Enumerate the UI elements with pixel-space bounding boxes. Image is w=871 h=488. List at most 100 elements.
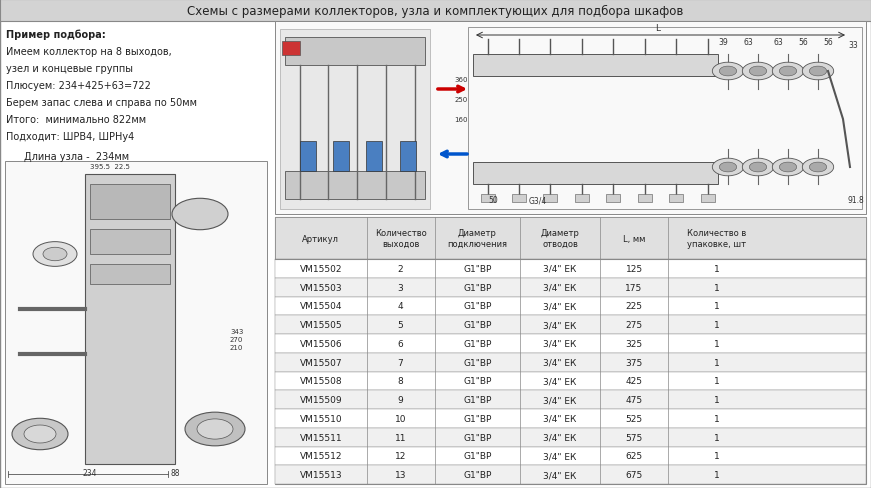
Text: 1: 1 xyxy=(714,470,719,479)
Text: 1: 1 xyxy=(714,358,719,367)
Text: G1"BP: G1"BP xyxy=(463,339,491,348)
Text: 325: 325 xyxy=(625,339,643,348)
Text: 39: 39 xyxy=(718,38,728,47)
Circle shape xyxy=(802,159,834,177)
Text: 425: 425 xyxy=(625,377,643,386)
Text: Количество
выходов: Количество выходов xyxy=(375,229,427,248)
Bar xyxy=(275,218,866,260)
Bar xyxy=(275,428,866,447)
Text: 9: 9 xyxy=(398,395,403,404)
Text: L, мм: L, мм xyxy=(623,234,645,243)
Circle shape xyxy=(43,248,67,261)
Text: VM15513: VM15513 xyxy=(300,470,342,479)
Text: G3/4: G3/4 xyxy=(529,196,547,204)
Circle shape xyxy=(712,159,744,177)
Bar xyxy=(90,264,170,285)
Text: VM15502: VM15502 xyxy=(300,264,342,273)
Text: G1"BP: G1"BP xyxy=(463,377,491,386)
Text: Артикул: Артикул xyxy=(302,234,340,243)
Circle shape xyxy=(780,67,797,77)
Text: 1: 1 xyxy=(714,451,719,461)
Text: 575: 575 xyxy=(625,433,643,442)
Text: 56: 56 xyxy=(798,38,808,47)
Circle shape xyxy=(12,418,68,450)
Text: Пример подбора:: Пример подбора: xyxy=(6,30,105,41)
Text: 234: 234 xyxy=(83,468,98,477)
Text: 3/4" ЕК: 3/4" ЕК xyxy=(544,414,577,423)
Text: 63: 63 xyxy=(743,38,753,47)
Bar xyxy=(333,142,349,172)
Circle shape xyxy=(773,159,804,177)
Text: узел и концевые группы: узел и концевые группы xyxy=(6,64,133,74)
Text: VM15503: VM15503 xyxy=(300,283,342,292)
Text: 1: 1 xyxy=(714,395,719,404)
Bar xyxy=(275,409,866,428)
Circle shape xyxy=(773,63,804,81)
Circle shape xyxy=(742,63,773,81)
Text: 250: 250 xyxy=(455,97,468,103)
Text: 88: 88 xyxy=(170,468,179,477)
Text: 1: 1 xyxy=(714,414,719,423)
Text: 3/4" ЕК: 3/4" ЕК xyxy=(544,451,577,461)
Bar xyxy=(0,0,871,22)
Circle shape xyxy=(185,412,245,446)
Bar xyxy=(543,195,557,203)
Text: 3/4" ЕК: 3/4" ЕК xyxy=(544,377,577,386)
Bar xyxy=(512,195,526,203)
Text: Итого:  минимально 822мм: Итого: минимально 822мм xyxy=(6,115,146,125)
Text: 10: 10 xyxy=(395,414,407,423)
Text: VM15505: VM15505 xyxy=(300,321,342,329)
Text: VM15507: VM15507 xyxy=(300,358,342,367)
Text: G1"BP: G1"BP xyxy=(463,321,491,329)
Text: 2: 2 xyxy=(398,264,403,273)
Text: VM15511: VM15511 xyxy=(300,433,342,442)
Bar xyxy=(90,229,170,254)
Text: unitechno.com.ua: unitechno.com.ua xyxy=(369,303,676,332)
Text: 160: 160 xyxy=(455,117,468,123)
Text: Плюсуем: 234+425+63=722: Плюсуем: 234+425+63=722 xyxy=(6,81,151,91)
Text: VM15512: VM15512 xyxy=(300,451,342,461)
Text: 3/4" ЕК: 3/4" ЕК xyxy=(544,339,577,348)
Text: 3/4" ЕК: 3/4" ЕК xyxy=(544,433,577,442)
Text: L: L xyxy=(656,24,660,33)
Text: 625: 625 xyxy=(625,451,643,461)
Text: 1: 1 xyxy=(714,302,719,311)
Bar xyxy=(275,218,866,484)
Text: 275: 275 xyxy=(625,321,643,329)
Text: 525: 525 xyxy=(625,414,643,423)
Circle shape xyxy=(809,163,827,173)
Text: G1"BP: G1"BP xyxy=(463,264,491,273)
Bar xyxy=(275,260,866,278)
Bar xyxy=(701,195,715,203)
Text: 5: 5 xyxy=(398,321,403,329)
Text: Имеем коллектор на 8 выходов,: Имеем коллектор на 8 выходов, xyxy=(6,47,172,57)
Text: 3/4" ЕК: 3/4" ЕК xyxy=(544,470,577,479)
Circle shape xyxy=(712,63,744,81)
Text: 63: 63 xyxy=(773,38,783,47)
Circle shape xyxy=(749,67,766,77)
Text: 56: 56 xyxy=(823,38,833,47)
Text: 375: 375 xyxy=(625,358,643,367)
Text: 675: 675 xyxy=(625,470,643,479)
Text: 395.5  22.5: 395.5 22.5 xyxy=(90,163,130,170)
Bar xyxy=(638,195,652,203)
Text: 3/4" ЕК: 3/4" ЕК xyxy=(544,321,577,329)
Text: 475: 475 xyxy=(625,395,643,404)
Bar xyxy=(468,28,862,209)
Text: 8: 8 xyxy=(398,377,403,386)
Text: G1"BP: G1"BP xyxy=(463,283,491,292)
Text: 91.8: 91.8 xyxy=(847,196,864,204)
Bar xyxy=(366,142,382,172)
Text: 6: 6 xyxy=(398,339,403,348)
Bar xyxy=(275,372,866,390)
Bar xyxy=(275,334,866,353)
Text: VM15508: VM15508 xyxy=(300,377,342,386)
Circle shape xyxy=(809,67,827,77)
Bar xyxy=(400,142,416,172)
Text: 4: 4 xyxy=(398,302,403,311)
Bar xyxy=(282,42,300,56)
Text: 3/4" ЕК: 3/4" ЕК xyxy=(544,302,577,311)
Bar xyxy=(473,163,718,184)
Text: Схемы с размерами коллекторов, узла и комплектующих для подбора шкафов: Схемы с размерами коллекторов, узла и ко… xyxy=(187,4,684,18)
Text: G1"BP: G1"BP xyxy=(463,433,491,442)
